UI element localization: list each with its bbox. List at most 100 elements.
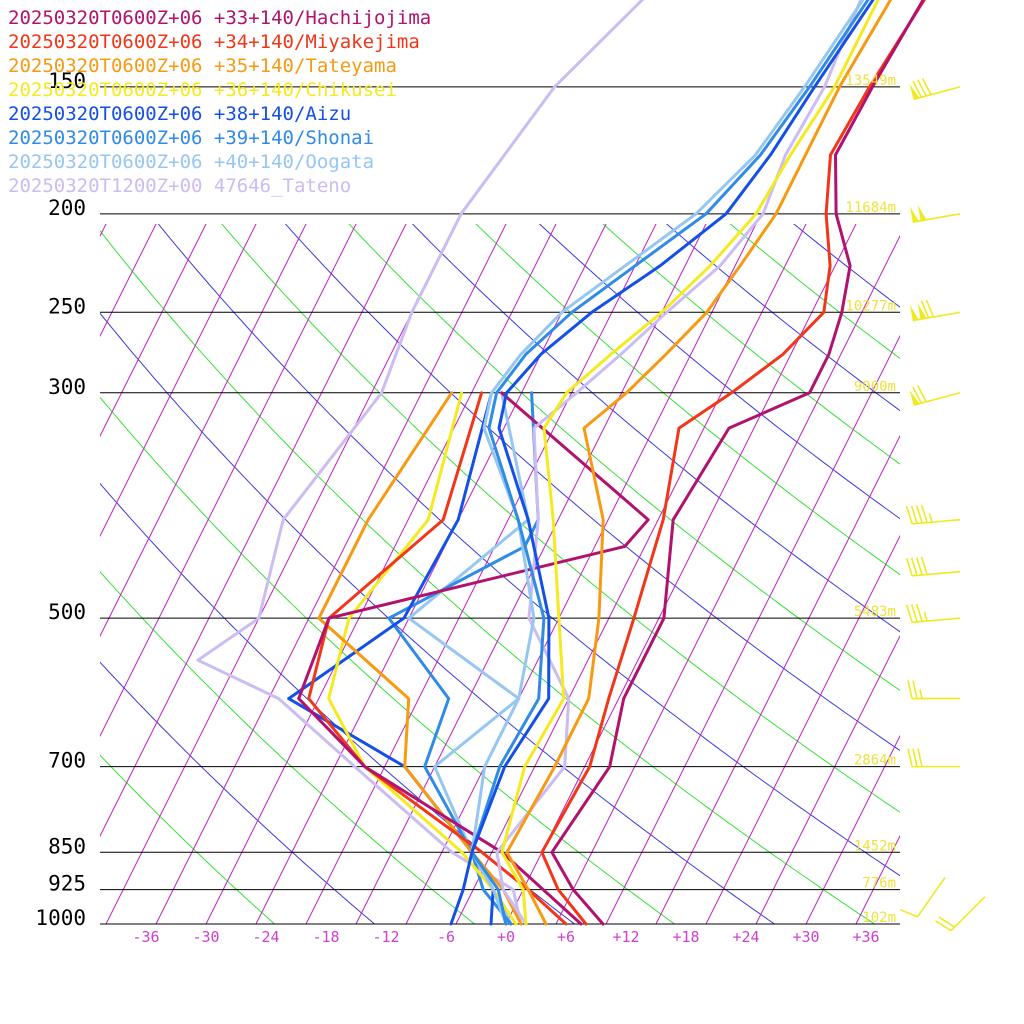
wind-barb	[909, 299, 961, 322]
dry-adiabat-line	[284, 224, 900, 752]
temperature-profile	[470, 0, 865, 926]
sounding-profiles	[196, 0, 926, 926]
temperature-tick-label: +18	[672, 928, 699, 946]
dewpoint-profile	[387, 391, 540, 926]
isotherm-line	[155, 224, 507, 924]
height-label: 13549m	[845, 73, 896, 89]
isotherm-line	[655, 434, 900, 924]
wind-barb	[905, 504, 961, 525]
temperature-profile	[495, 0, 863, 926]
dry-adiabat-line	[411, 224, 900, 633]
wind-barb	[909, 385, 961, 406]
pressure-label: 300	[48, 375, 86, 399]
isotherm-line	[100, 224, 307, 638]
dry-adiabat-line	[100, 312, 775, 924]
temperature-tick-label: +30	[792, 928, 819, 946]
isotherm-line	[100, 224, 207, 438]
temperature-tick-label: +6	[557, 928, 575, 946]
isotherm-line	[855, 834, 900, 924]
legend-entry: 20250320T0600Z+06 +40+140/Oogata	[8, 151, 374, 173]
dry-adiabat-line	[100, 396, 675, 924]
height-label: 102m	[862, 910, 896, 926]
isotherm-line	[100, 224, 157, 338]
isotherm-line	[906, 0, 1024, 924]
wind-barb	[909, 205, 961, 223]
legend: 20250320T0600Z+06 +33+140/Hachijojima202…	[8, 7, 431, 197]
temperature-tick-label: -36	[132, 928, 159, 946]
wind-barb	[905, 603, 961, 624]
pressure-label: 1000	[35, 906, 86, 930]
temperature-tick-label: -6	[437, 928, 455, 946]
pressure-label: 200	[48, 196, 86, 220]
height-label: 9000m	[854, 379, 896, 395]
legend-entry: 20250320T1200Z+00 47646_Tateno	[8, 175, 351, 197]
isotherm-line	[100, 224, 357, 738]
isotherm-line	[705, 534, 900, 924]
isobar-lines	[100, 86, 900, 925]
legend-entry: 20250320T0600Z+06 +39+140/Shonai	[8, 127, 374, 149]
dry-adiabat-line	[100, 661, 375, 924]
isotherm-line	[605, 334, 900, 924]
pressure-label: 250	[48, 294, 86, 318]
dry-adiabat-line	[538, 224, 900, 520]
wind-barb	[907, 680, 960, 700]
wind-barb	[905, 556, 961, 577]
height-label: 5483m	[854, 604, 896, 620]
dry-adiabat-line	[666, 224, 900, 412]
isotherm-line	[505, 224, 857, 924]
isotherm-line	[755, 634, 900, 924]
dry-adiabat-line	[729, 224, 900, 360]
pressure-label: 850	[48, 834, 86, 858]
temperature-tick-label: +0	[497, 928, 515, 946]
axis-labels: 10016115m15013549m20011684m25010277m3009…	[35, 69, 896, 946]
legend-entry: 20250320T0600Z+06 +33+140/Hachijojima	[8, 7, 431, 29]
wind-barb	[935, 896, 986, 932]
temperature-tick-label: -24	[252, 928, 279, 946]
temperature-tick-label: +36	[852, 928, 879, 946]
isotherm-line	[355, 224, 707, 924]
temperature-tick-label: -18	[312, 928, 339, 946]
isotherm-line	[100, 224, 407, 838]
isotherm-line	[956, 0, 1024, 924]
dry-adiabat-line	[100, 571, 475, 924]
dry-adiabat-line	[793, 224, 900, 308]
wind-barb	[909, 77, 961, 101]
temperature-profile	[470, 0, 870, 926]
pressure-label: 925	[48, 872, 86, 896]
isotherm-line	[455, 224, 807, 924]
temperature-tick-label: -30	[192, 928, 219, 946]
isotherm-line	[555, 234, 900, 924]
dewpoint-profile	[297, 391, 650, 926]
dry-adiabat-line	[157, 224, 900, 877]
legend-entry: 20250320T0600Z+06 +36+140/Chikusei	[8, 79, 397, 101]
temperature-profile	[540, 0, 926, 926]
legend-entry: 20250320T0600Z+06 +38+140/Aizu	[8, 103, 351, 125]
dry-adiabat-line	[475, 224, 900, 576]
dewpoint-profile	[317, 391, 523, 926]
isotherm-line	[255, 224, 607, 924]
pressure-label: 150	[48, 69, 86, 93]
dry-adiabat-lines	[100, 224, 900, 924]
height-label: 2864m	[854, 753, 896, 769]
temperature-profile	[449, 0, 875, 926]
dewpoint-profile	[196, 0, 645, 926]
temperature-tick-label: +12	[612, 928, 639, 946]
wind-barb	[900, 877, 946, 918]
wind-barbs	[900, 77, 986, 932]
dry-adiabat-line	[100, 229, 875, 924]
dry-adiabat-line	[348, 224, 900, 692]
isotherm-line	[205, 224, 557, 924]
wind-barb	[907, 748, 960, 768]
legend-entry: 20250320T0600Z+06 +35+140/Tateyama	[8, 55, 397, 77]
isotherm-line	[305, 224, 657, 924]
temperature-tick-label: +24	[732, 928, 759, 946]
legend-entry: 20250320T0600Z+06 +34+140/Miyakejima	[8, 31, 420, 53]
isotherm-line	[100, 224, 257, 538]
temperature-profile	[550, 0, 925, 926]
dry-adiabat-line	[602, 224, 900, 465]
temperature-tick-label: -12	[372, 928, 399, 946]
pressure-label: 700	[48, 749, 86, 773]
pressure-label: 500	[48, 600, 86, 624]
height-label: 1452m	[854, 838, 896, 854]
